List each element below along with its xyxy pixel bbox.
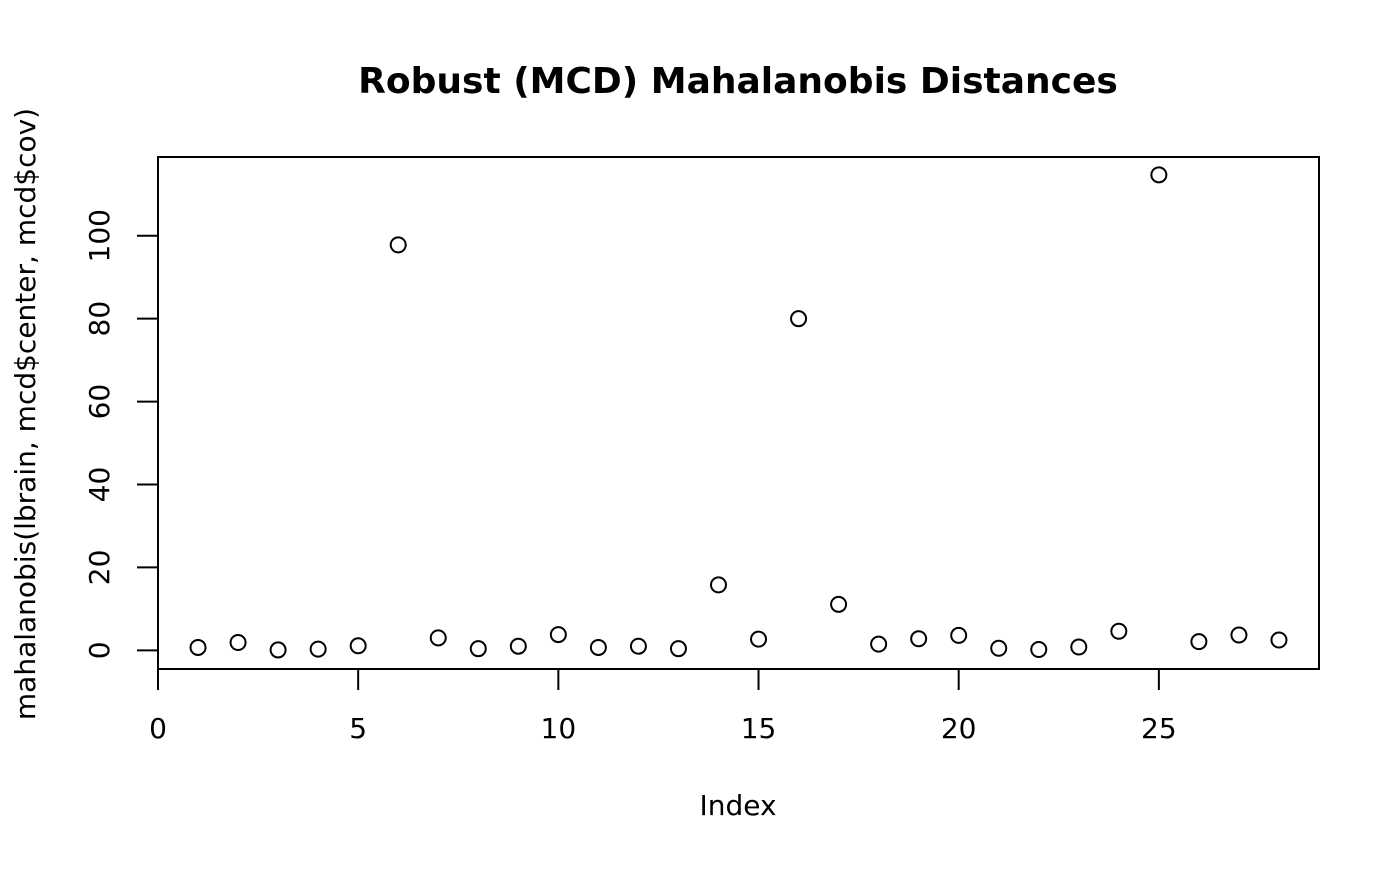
- data-point: [549, 626, 567, 644]
- data-point: [509, 637, 527, 655]
- data-point: [269, 641, 287, 659]
- data-point: [1270, 631, 1288, 649]
- data-point: [1030, 641, 1048, 659]
- chart-title: Robust (MCD) Mahalanobis Distances: [358, 61, 1118, 102]
- y-axis-label: mahalanobis(lbrain, mcd$center, mcd$cov): [9, 108, 42, 720]
- data-point: [469, 640, 487, 658]
- plot-box: [157, 156, 1320, 670]
- data-point: [229, 633, 247, 651]
- data-point: [389, 236, 407, 254]
- data-point: [870, 635, 888, 653]
- data-point: [910, 630, 928, 648]
- data-point: [790, 310, 808, 328]
- data-point: [629, 637, 647, 655]
- y-tick-label: 40: [83, 467, 116, 503]
- x-tick-label: 25: [1141, 712, 1177, 745]
- data-point: [1190, 633, 1208, 651]
- x-tick-label: 0: [149, 712, 167, 745]
- data-point: [709, 576, 727, 594]
- x-axis-label: Index: [699, 789, 776, 822]
- data-point: [189, 638, 207, 656]
- y-tick-label: 0: [83, 641, 116, 659]
- data-point: [830, 595, 848, 613]
- x-axis: 0 5 10 15 20 25: [149, 668, 1177, 745]
- y-tick-label: 100: [83, 209, 116, 262]
- x-tick-label: 15: [741, 712, 777, 745]
- data-points: [189, 166, 1288, 659]
- data-point: [950, 626, 968, 644]
- x-tick-label: 5: [349, 712, 367, 745]
- data-point: [589, 638, 607, 656]
- y-tick-label: 80: [83, 301, 116, 337]
- data-point: [349, 637, 367, 655]
- y-tick-label: 60: [83, 384, 116, 420]
- x-tick-label: 20: [941, 712, 977, 745]
- y-axis: 0 20 40 60 80 100: [83, 209, 159, 659]
- x-tick-label: 10: [541, 712, 577, 745]
- data-point: [1150, 166, 1168, 184]
- data-point: [669, 640, 687, 658]
- data-point: [1110, 622, 1128, 640]
- data-point: [1070, 638, 1088, 656]
- data-point: [429, 629, 447, 647]
- y-tick-label: 20: [83, 550, 116, 586]
- data-point: [750, 630, 768, 648]
- data-point: [1230, 626, 1248, 644]
- data-point: [309, 640, 327, 658]
- data-point: [990, 639, 1008, 657]
